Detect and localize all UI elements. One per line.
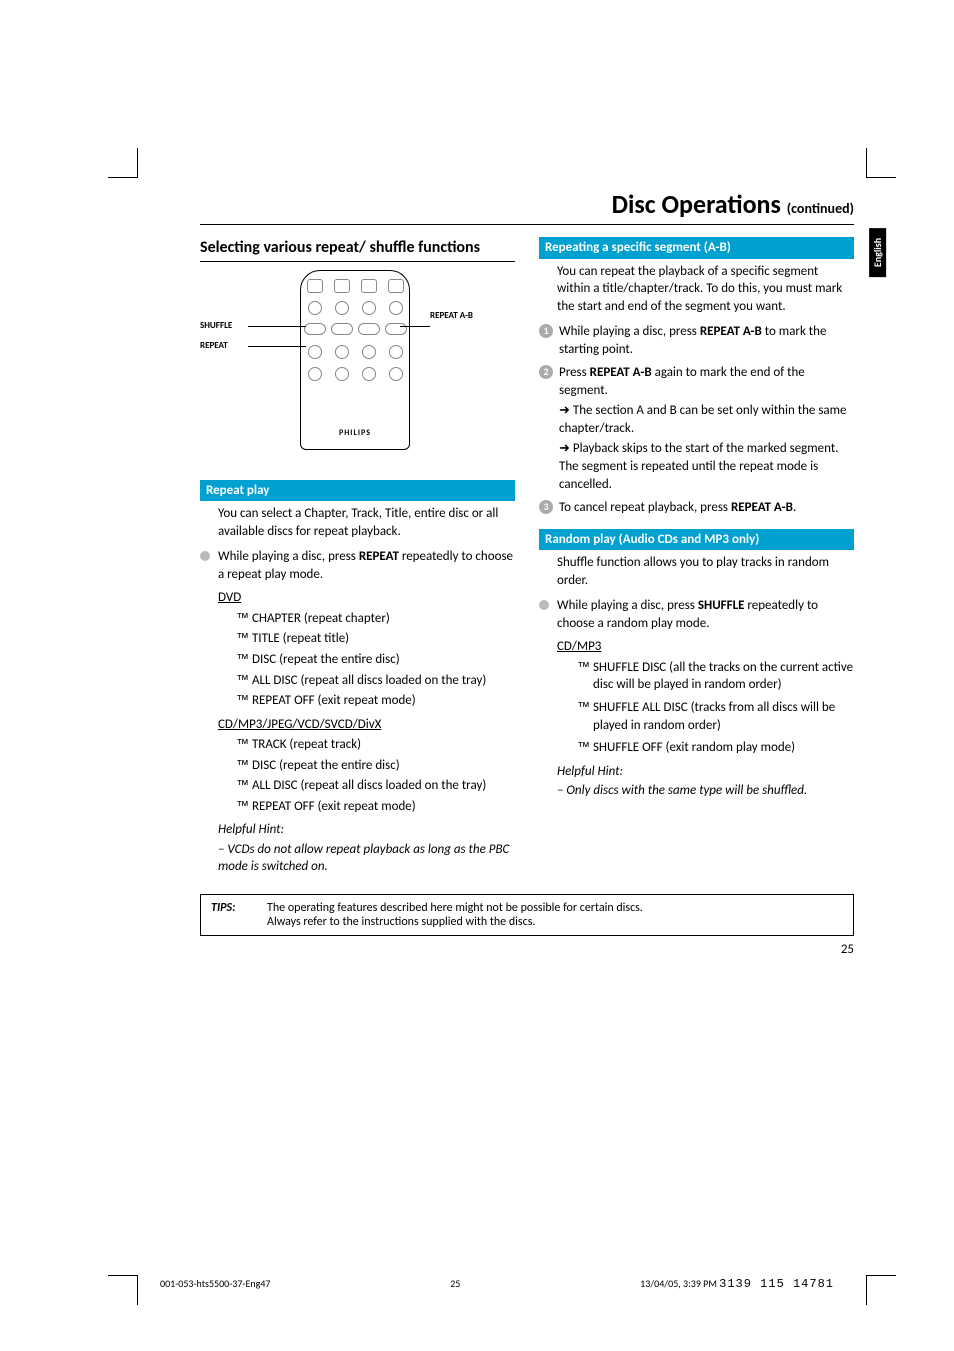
footer-mid: 25 <box>450 1277 460 1291</box>
dvd-item: ™ REPEAT OFF (exit repeat mode) <box>236 691 515 710</box>
dvd-item: ™ TITLE (repeat title) <box>236 629 515 648</box>
rand-heading: CD/MP3 <box>557 638 854 656</box>
ab-step2a: ➜ The section A and B can be set only wi… <box>559 401 854 437</box>
tips-label: TIPS: <box>211 901 267 929</box>
page-content: English Disc Operations (continued) Sele… <box>200 188 854 1261</box>
cd-item: ™ DISC (repeat the entire disc) <box>236 756 515 775</box>
crop-mark-tr <box>866 148 896 178</box>
right-column: Repeating a specific segment (A-B) You c… <box>539 237 854 878</box>
footer-right: 13/04/05, 3:39 PM 3139 115 14781 <box>640 1277 834 1291</box>
rand-item: ™ SHUFFLE DISC (all the tracks on the cu… <box>577 658 854 694</box>
language-tab: English <box>869 228 886 277</box>
rand-item: ™ SHUFFLE ALL DISC (tracks from all disc… <box>577 698 854 734</box>
ab-step1-text: While playing a disc, press REPEAT A-B t… <box>559 323 854 358</box>
two-columns: Selecting various repeat/ shuffle functi… <box>200 237 854 878</box>
dvd-item: ™ ALL DISC (repeat all discs loaded on t… <box>236 671 515 690</box>
bullet-icon <box>200 551 210 561</box>
rand-bullet-text: While playing a disc, press SHUFFLE repe… <box>557 597 854 632</box>
footer: 001-053-hts5500-37-Eng47 25 13/04/05, 3:… <box>160 1277 834 1291</box>
cd-item: ™ REPEAT OFF (exit repeat mode) <box>236 797 515 816</box>
label-shuffle: SHUFFLE <box>200 320 232 332</box>
dvd-item: ™ DISC (repeat the entire disc) <box>236 650 515 669</box>
dvd-heading: DVD <box>218 589 515 607</box>
step-2-icon: 2 <box>539 365 553 379</box>
remote-diagram: PHILIPS SHUFFLE REPEAT REPEAT A-B <box>200 270 480 470</box>
title-continued: (continued) <box>787 200 854 217</box>
cd-heading: CD/MP3/JPEG/VCD/SVCD/DivX <box>218 716 515 734</box>
ab-step3-row: 3 To cancel repeat playback, press REPEA… <box>539 499 854 517</box>
repeat-bullet-text: While playing a disc, press REPEAT repea… <box>218 548 515 583</box>
bar-repeat-play: Repeat play <box>200 480 515 502</box>
bullet-icon <box>539 600 549 610</box>
ab-step2-text: Press REPEAT A-B again to mark the end o… <box>559 364 854 399</box>
ab-step2-row: 2 Press REPEAT A-B again to mark the end… <box>539 364 854 493</box>
line-repeat <box>248 346 306 347</box>
repeat-intro: You can select a Chapter, Track, Title, … <box>218 505 515 540</box>
tips-line1: The operating features described here mi… <box>267 901 643 915</box>
label-repeat: REPEAT <box>200 340 228 352</box>
label-repeat-ab: REPEAT A-B <box>430 310 480 322</box>
rand-item: ™ SHUFFLE OFF (exit random play mode) <box>577 738 854 757</box>
remote-logo: PHILIPS <box>301 428 409 439</box>
left-column: Selecting various repeat/ shuffle functi… <box>200 237 515 878</box>
tips-line2: Always refer to the instructions supplie… <box>267 915 643 929</box>
footer-left: 001-053-hts5500-37-Eng47 <box>160 1277 270 1291</box>
section-title-repeat-shuffle: Selecting various repeat/ shuffle functi… <box>200 237 515 262</box>
page-title: Disc Operations (continued) <box>200 188 854 225</box>
page-number: 25 <box>200 942 854 957</box>
tips-body: The operating features described here mi… <box>267 901 643 929</box>
step-3-icon: 3 <box>539 500 553 514</box>
crop-mark-br <box>866 1275 896 1305</box>
ab-intro: You can repeat the playback of a specifi… <box>557 263 854 316</box>
hint-body-right: – Only discs with the same type will be … <box>557 782 854 800</box>
crop-mark-bl <box>108 1275 138 1305</box>
footer-stamp: 3139 115 14781 <box>719 1277 834 1291</box>
hint-head-right: Helpful Hint: <box>557 763 854 781</box>
crop-mark-tl <box>108 148 138 178</box>
bar-random: Random play (Audio CDs and MP3 only) <box>539 529 854 551</box>
dvd-item: ™ CHAPTER (repeat chapter) <box>236 609 515 628</box>
hint-body-left: – VCDs do not allow repeat playback as l… <box>218 841 515 876</box>
hint-head-left: Helpful Hint: <box>218 821 515 839</box>
cd-item: ™ TRACK (repeat track) <box>236 735 515 754</box>
rand-bullet-row: While playing a disc, press SHUFFLE repe… <box>539 597 854 632</box>
remote-body: PHILIPS <box>300 270 410 450</box>
line-repeat-ab <box>400 326 430 327</box>
repeat-bullet-row: While playing a disc, press REPEAT repea… <box>200 548 515 583</box>
ab-step3-text: To cancel repeat playback, press REPEAT … <box>559 499 796 517</box>
ab-step2-content: Press REPEAT A-B again to mark the end o… <box>559 364 854 493</box>
bar-repeat-ab: Repeating a specific segment (A-B) <box>539 237 854 259</box>
line-shuffle <box>248 326 306 327</box>
rand-intro: Shuffle function allows you to play trac… <box>557 554 854 589</box>
tips-box: TIPS: The operating features described h… <box>200 894 854 936</box>
ab-step2b: ➜ Playback skips to the start of the mar… <box>559 439 854 493</box>
ab-step1-row: 1 While playing a disc, press REPEAT A-B… <box>539 323 854 358</box>
title-text: Disc Operations <box>612 188 781 220</box>
cd-item: ™ ALL DISC (repeat all discs loaded on t… <box>236 776 515 795</box>
step-1-icon: 1 <box>539 324 553 338</box>
